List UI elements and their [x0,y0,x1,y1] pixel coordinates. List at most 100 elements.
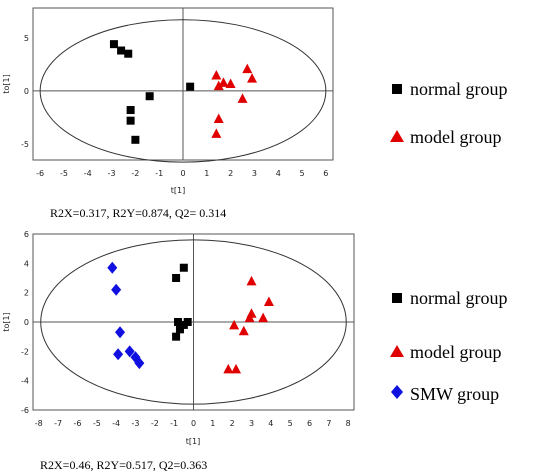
legend-normal-label: normal group [410,79,507,99]
x-tick-label: -6 [73,419,81,428]
bottom-plot-y-axis-label: to[1] [2,312,11,331]
x-tick-label: 2 [228,169,233,178]
y-tick-label: -4 [21,377,29,386]
bottom-score-plot: -8 -7 -6 -5 -4 -3 -2 -1 0 1 2 3 4 5 6 7 8 6 4 2 0 -2 -4 -6 t[1… [2,230,355,472]
model-group-point [211,128,222,138]
x-tick-label: -3 [131,419,139,428]
x-tick-label: 3 [252,169,257,178]
legend-normal-label: normal group [410,288,507,308]
model-group-point [242,63,253,74]
model-group-point [238,325,249,336]
legend-model-marker [390,345,404,357]
bottom-plot-points [107,261,274,374]
normal-group-point [175,325,184,334]
bottom-legend: normal group model group SMW group [390,288,507,404]
normal-group-point [124,49,133,58]
x-tick-label: 1 [210,419,215,428]
bottom-plot-x-ticks: -8 -7 -6 -5 -4 -3 -2 -1 0 1 2 3 4 5 6 7 8 [35,419,351,428]
top-plot-points [109,40,258,144]
x-tick-label: 1 [204,169,209,178]
model-group-point [229,319,240,330]
x-tick-label: -2 [131,169,139,178]
normal-group-point [126,106,135,115]
normal-group-point [174,318,183,326]
x-tick-label: -6 [36,169,44,178]
bottom-plot-x-axis-label: t[1] [186,437,200,446]
x-tick-label: -4 [84,169,92,178]
model-group-point [223,363,234,374]
legend-normal-marker [392,84,402,94]
top-plot-y-ticks: 5 0 -5 [21,34,29,149]
x-tick-label: 6 [323,169,328,178]
model-group-point [213,113,224,124]
x-tick-label: -3 [108,169,116,178]
smw-group-point [107,261,118,274]
y-tick-label: 6 [24,230,29,239]
normal-group-point [109,40,118,49]
normal-group-point [179,263,188,272]
model-group-point [247,73,258,83]
legend-normal-marker [392,293,402,303]
y-tick-label: -5 [21,140,29,149]
y-tick-label: -6 [21,406,29,415]
x-tick-label: 0 [180,169,185,178]
smw-group-point [113,348,124,361]
normal-group-point [126,116,135,125]
y-tick-label: 0 [24,87,29,96]
top-score-plot: -6 -5 -4 -3 -2 -1 0 1 2 3 4 5 6 5 0 -5 t[1] to[1] R2X=… [2,7,334,220]
model-group-point [218,77,229,87]
x-tick-label: 2 [230,419,235,428]
x-tick-label: 3 [249,419,254,428]
y-tick-label: 4 [24,259,29,268]
x-tick-label: 8 [346,419,351,428]
confidence-ellipse [39,19,327,163]
top-plot-y-axis-label: to[1] [2,74,11,93]
model-group-point [213,80,224,91]
legend-model-label: model group [410,342,502,362]
x-tick-label: 7 [326,419,331,428]
top-plot-crosshair [33,8,333,160]
x-tick-label: -5 [60,169,68,178]
normal-group-point [172,332,181,341]
normal-group-point [172,274,181,282]
model-group-point [258,312,269,323]
top-plot-hotelling-ellipse [39,19,327,163]
x-tick-label: -5 [93,419,101,428]
legend-model-marker [390,130,404,142]
model-group-point [211,69,222,80]
x-tick-label: -2 [151,419,159,428]
smw-group-point [124,345,135,358]
x-tick-label: -1 [155,169,163,178]
bottom-plot-hotelling-ellipse [40,239,347,405]
normal-group-point [131,135,140,144]
normal-group-point [186,82,195,91]
model-group-point [244,312,255,323]
top-plot-stats: R2X=0.317, R2Y=0.874, Q2= 0.314 [50,206,226,220]
x-tick-label: 0 [191,419,196,428]
x-tick-label: -4 [112,419,120,428]
model-group-point [263,296,274,306]
x-tick-label: -7 [54,419,62,428]
smw-group-point [115,326,126,339]
x-tick-label: 5 [288,419,293,428]
legend-model-label: model group [410,127,502,147]
x-tick-label: 5 [300,169,305,178]
y-tick-label: 2 [24,289,29,298]
model-group-point [237,93,248,103]
top-legend: normal group model group [390,79,507,147]
legend-smw-label: SMW group [410,384,499,404]
normal-group-point [117,46,126,55]
x-tick-label: 6 [307,419,312,428]
model-group-point [231,363,242,374]
bottom-plot-stats: R2X=0.46, R2Y=0.517, Q2=0.363 [40,458,207,472]
bottom-plot-crosshair [33,234,354,410]
y-tick-label: 5 [24,34,29,43]
model-group-point [225,78,236,88]
legend-smw-marker [391,385,403,399]
smw-group-point [111,283,122,296]
x-tick-label: 4 [276,169,281,178]
confidence-ellipse [40,239,347,405]
bottom-plot-y-ticks: 6 4 2 0 -2 -4 -6 [21,230,29,415]
y-tick-label: 0 [24,318,29,327]
